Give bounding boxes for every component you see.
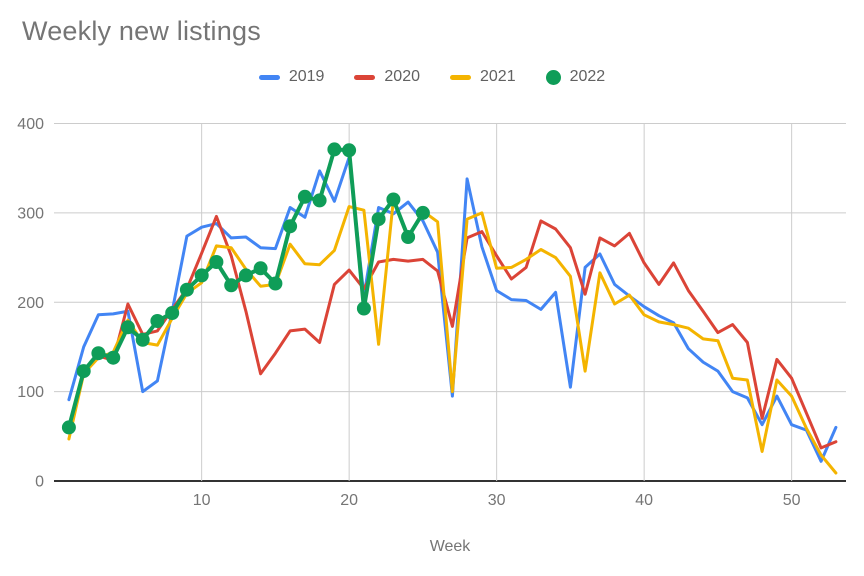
- legend-swatch-line-icon: [354, 74, 376, 80]
- data-point-marker-2022: [342, 143, 357, 158]
- data-point-marker-2022: [179, 282, 194, 297]
- y-tick-label: 200: [17, 295, 44, 312]
- data-point-marker-2022: [209, 255, 224, 269]
- legend-item-2022: 2022: [545, 68, 606, 86]
- data-point-marker-2022: [135, 332, 150, 347]
- data-point-marker-2022: [61, 420, 76, 435]
- data-point-marker-2022: [283, 219, 298, 234]
- chart-title: Weekly new listings: [22, 16, 261, 46]
- y-tick-label: 300: [17, 205, 44, 222]
- data-point-marker-2022: [91, 346, 106, 361]
- data-point-marker-2022: [253, 261, 268, 276]
- data-point-marker-2022: [297, 189, 312, 204]
- data-point-marker-2022: [386, 192, 401, 207]
- data-point-marker-2022: [268, 276, 283, 291]
- legend-item-2021: 2021: [450, 68, 516, 86]
- data-point-marker-2022: [76, 364, 91, 379]
- data-point-marker-2022: [312, 193, 327, 208]
- x-tick-label: 10: [193, 492, 211, 509]
- legend-label: 2019: [288, 68, 325, 85]
- legend-label: 2021: [480, 68, 516, 85]
- legend-label: 2020: [384, 68, 420, 85]
- legend-swatch-line-icon: [258, 74, 280, 80]
- series-line-2019: [67, 156, 838, 463]
- legend-item-2019: 2019: [258, 68, 325, 86]
- y-tick-label: 400: [17, 116, 44, 133]
- data-point-marker-2022: [238, 268, 253, 283]
- data-point-marker-2022: [120, 320, 135, 335]
- x-tick-label: 40: [635, 492, 653, 509]
- data-point-marker-2022: [224, 278, 239, 293]
- legend: 2019 2020 2021 2022: [0, 68, 864, 86]
- series-line-2020: [67, 214, 838, 450]
- data-point-marker-2022: [371, 212, 386, 227]
- legend-item-2020: 2020: [354, 68, 420, 86]
- x-tick-label: 20: [340, 492, 358, 509]
- data-point-marker-2022: [415, 205, 430, 220]
- legend-swatch-circle-icon: [545, 69, 561, 85]
- series-line-2021: [67, 198, 838, 475]
- series-line-2022: [66, 147, 425, 430]
- data-point-marker-2022: [165, 306, 180, 320]
- y-tick-label: 100: [17, 384, 44, 401]
- legend-swatch-line-icon: [450, 74, 471, 80]
- x-tick-label: 50: [783, 492, 801, 509]
- data-point-marker-2022: [327, 142, 342, 157]
- x-axis-title: Week: [429, 538, 471, 555]
- y-tick-label: 0: [35, 474, 44, 491]
- legend-label: 2022: [569, 68, 606, 85]
- data-point-marker-2022: [106, 350, 121, 365]
- data-point-marker-2022: [356, 301, 371, 316]
- x-tick-label: 30: [488, 492, 506, 509]
- data-point-marker-2022: [194, 268, 209, 283]
- data-point-marker-2022: [401, 230, 416, 244]
- data-point-marker-2022: [150, 314, 165, 328]
